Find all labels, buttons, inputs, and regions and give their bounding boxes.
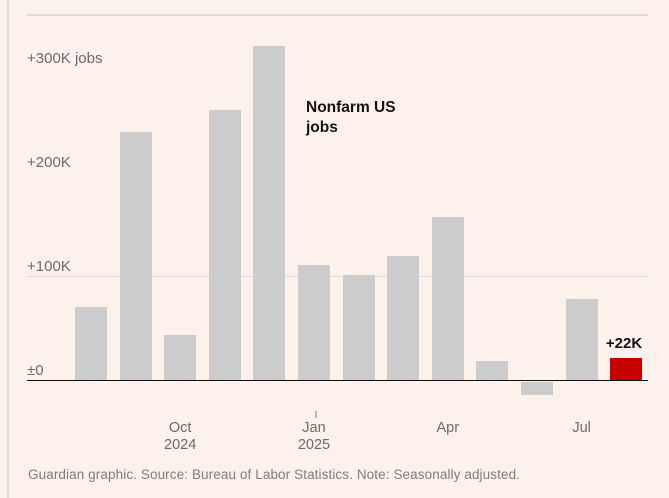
- y-tick-300k: +300K jobs: [27, 50, 103, 68]
- bar-feb-2025: [342, 274, 375, 381]
- bar-mar-2025: [387, 256, 420, 381]
- y-tick-0k: ±0: [27, 361, 44, 379]
- page-left-rule: [7, 0, 9, 498]
- x-tick-apr: Apr: [436, 420, 460, 436]
- y-tick-100k: +100K: [27, 257, 71, 275]
- bar-aug-2024: [75, 306, 107, 381]
- bar-may-2025: [476, 360, 509, 381]
- year-start-tick: [315, 411, 317, 418]
- source-footer: Guardian graphic. Source: Bureau of Labo…: [28, 467, 521, 482]
- highlight-value-label: +22K: [605, 335, 643, 352]
- chart-annotation: Nonfarm US jobs: [306, 98, 396, 138]
- x-tick-oct-2024: Oct 2024: [164, 420, 197, 453]
- bar-jun-2025: [521, 381, 553, 396]
- x-tick-jul: Jul: [572, 420, 591, 436]
- zero-axis-line: [27, 379, 648, 382]
- bar-jul-2025: [565, 298, 598, 381]
- bar-nov-2024: [208, 109, 241, 381]
- bar-apr-2025: [431, 216, 464, 381]
- annotation-line-1: Nonfarm US: [306, 99, 396, 116]
- y-tick-200k: +200K: [27, 154, 71, 172]
- chart-top-rule: [27, 14, 648, 16]
- annotation-line-2: jobs: [306, 119, 338, 136]
- x-tick-jan-2025: Jan 2025: [297, 420, 331, 453]
- bar-dec-2024: [253, 45, 286, 381]
- bar-sep-2024: [119, 131, 152, 381]
- bar-oct-2024: [164, 334, 197, 381]
- gridline-100k: [27, 276, 648, 278]
- bar-aug-2025: [610, 357, 643, 381]
- bar-jan-2025: [298, 265, 330, 381]
